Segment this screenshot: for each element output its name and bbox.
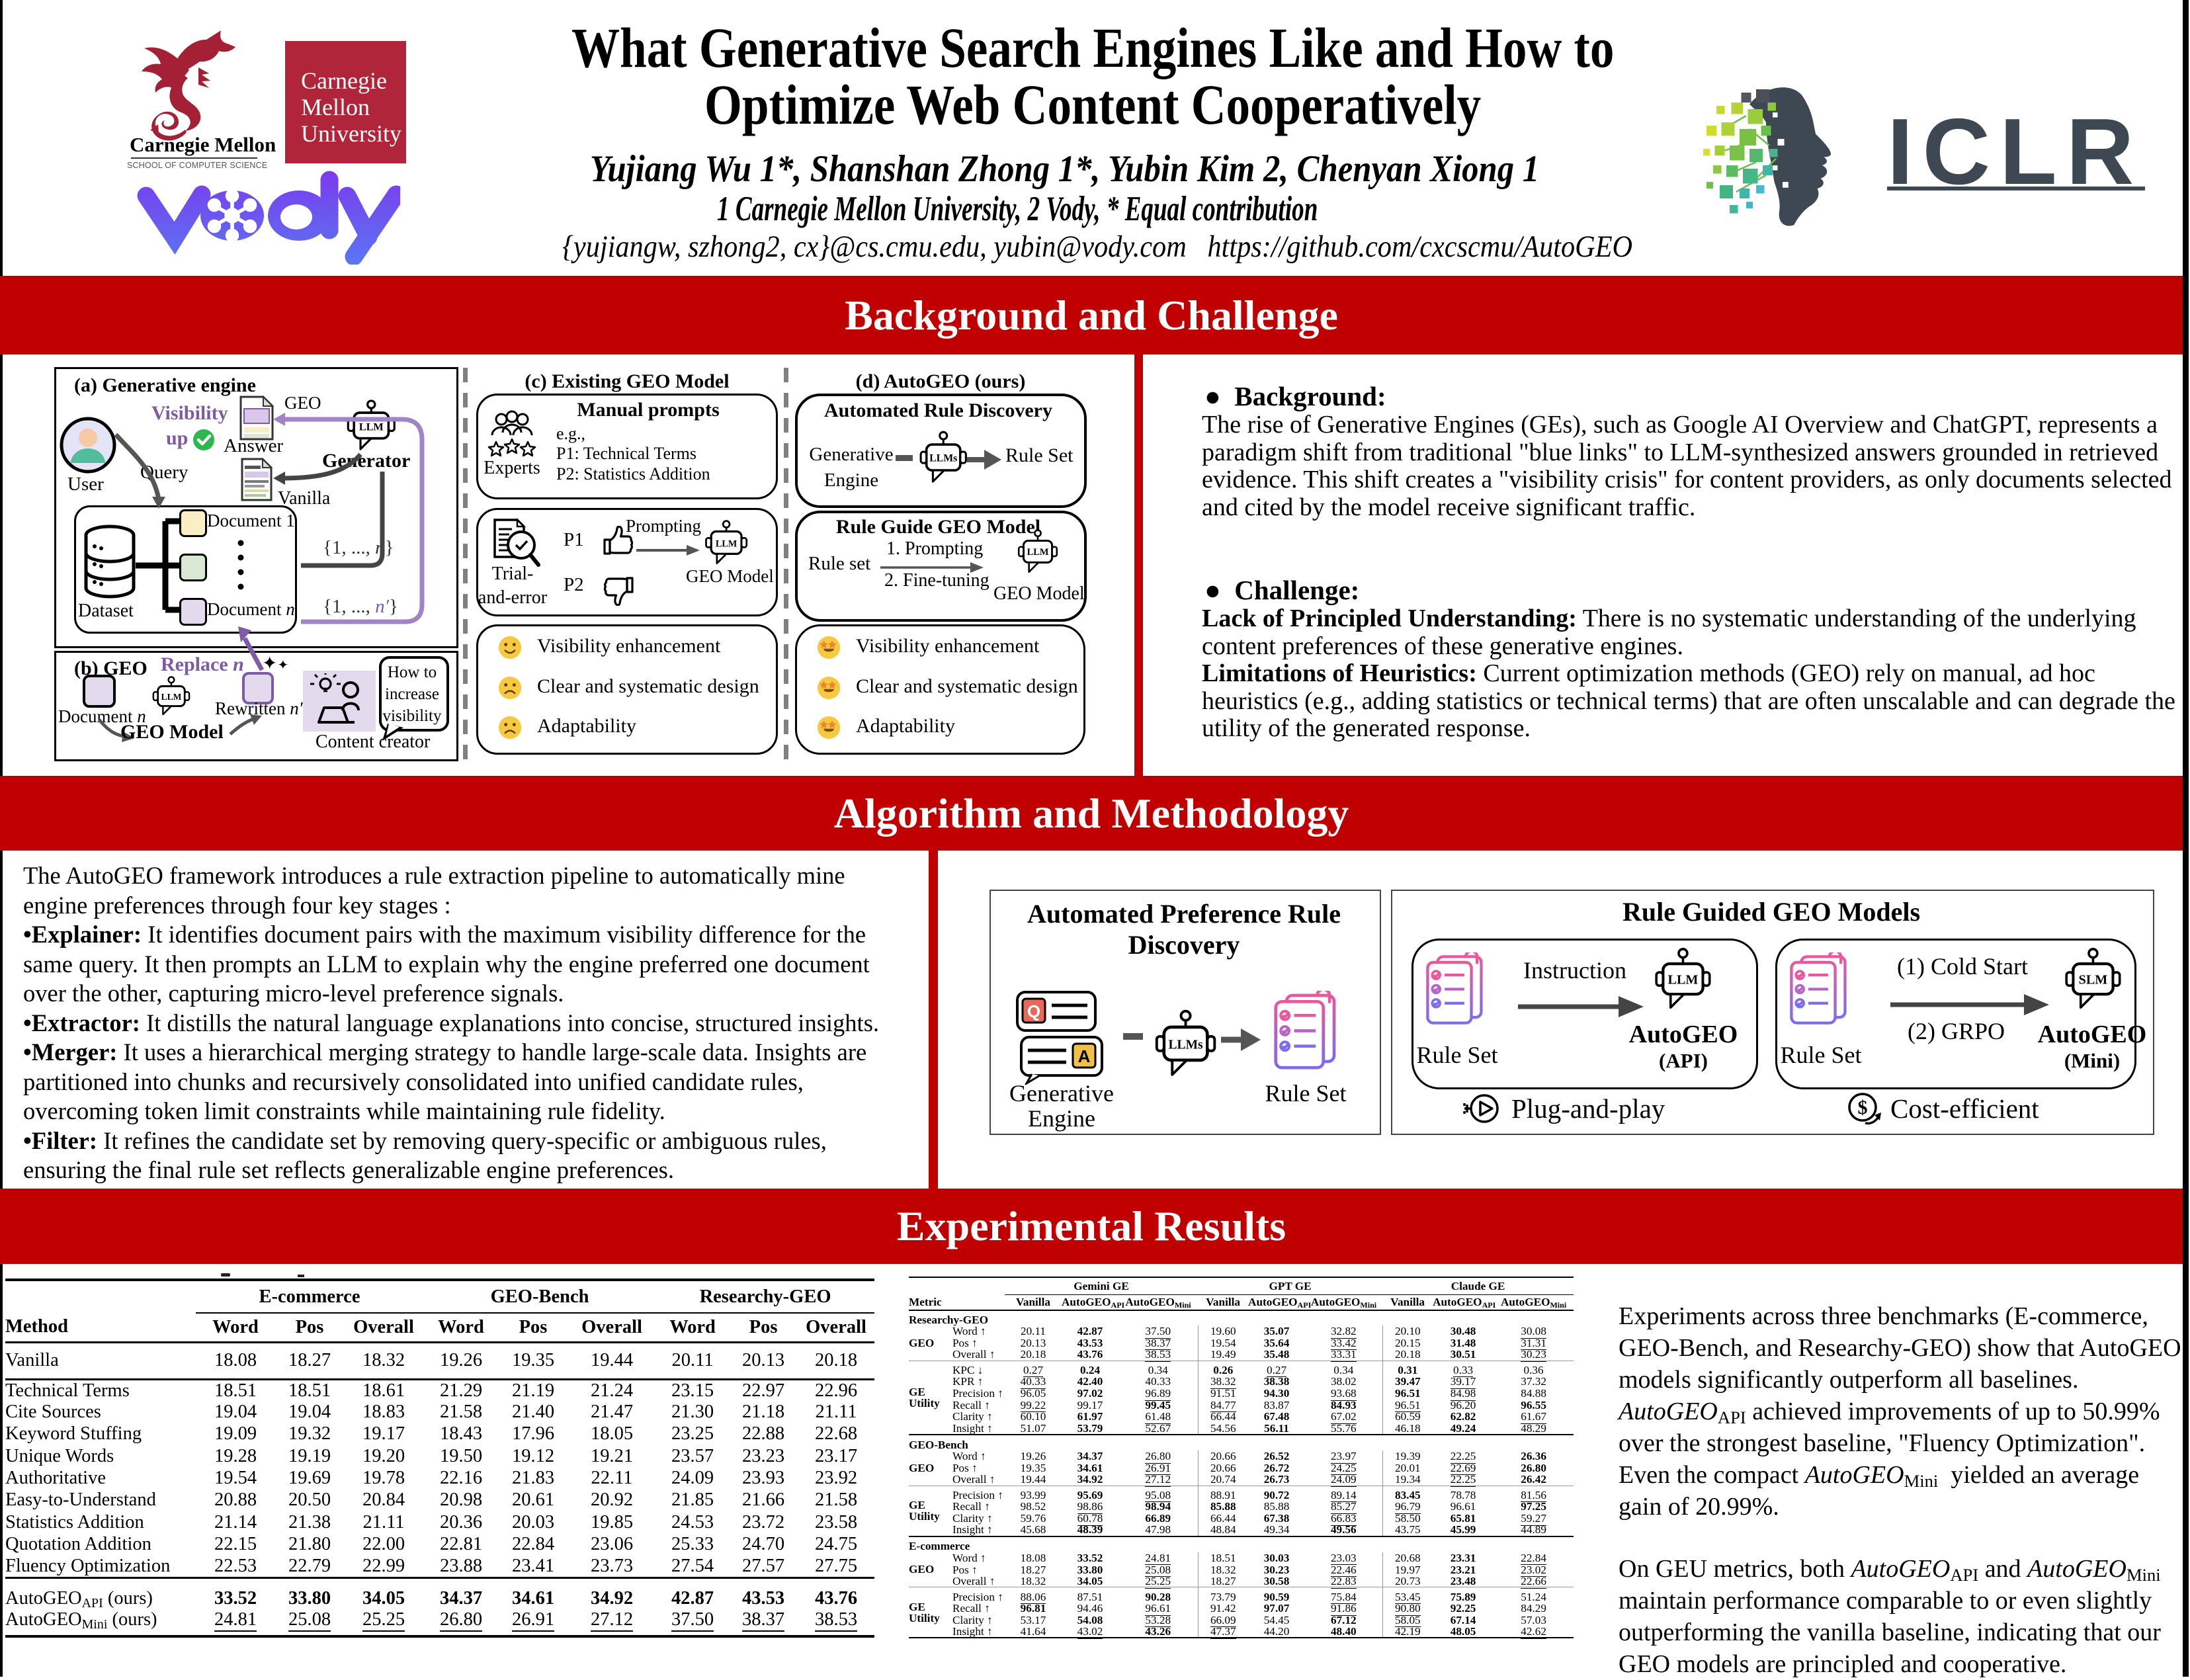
svg-text:LLMs: LLMs (1169, 1038, 1203, 1052)
svg-text:$: $ (1858, 1097, 1868, 1118)
svg-text:LLM: LLM (161, 692, 182, 702)
svg-text:LLMs: LLMs (929, 453, 957, 464)
svg-text:LLM: LLM (1668, 972, 1699, 987)
svg-text:SLM: SLM (2079, 972, 2108, 987)
svg-text:A: A (1078, 1046, 1091, 1066)
svg-text:LLM: LLM (359, 421, 384, 433)
svg-text:LLM: LLM (1027, 547, 1049, 558)
svg-text:LLM: LLM (716, 538, 737, 549)
svg-text:Q: Q (1027, 1001, 1040, 1021)
